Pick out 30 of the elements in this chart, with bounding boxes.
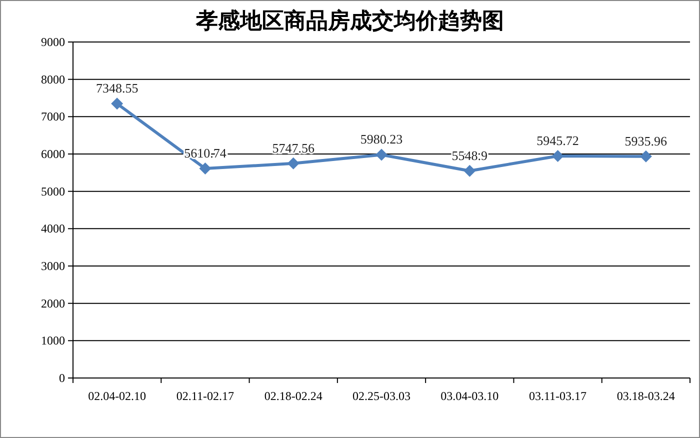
point — [552, 150, 564, 162]
point — [287, 157, 300, 170]
y-tick-label: 2000 — [41, 296, 65, 310]
y-tick-label: 3000 — [41, 259, 65, 273]
y-tick-label: 4000 — [41, 222, 65, 236]
data-label: 5935.96 — [624, 133, 668, 148]
y-tick-label: 6000 — [41, 147, 65, 161]
y-tick-label: 5000 — [41, 184, 65, 198]
point — [464, 164, 476, 177]
point — [640, 150, 652, 162]
x-tick-label: 03.04-03.10 — [440, 389, 499, 403]
x-tick-label: 02.25-03.03 — [352, 389, 410, 403]
data-label: 7348.55 — [96, 80, 138, 96]
y-tick-label: 7000 — [41, 110, 65, 124]
point — [199, 162, 212, 175]
y-tick-label: 8000 — [41, 72, 65, 86]
y-tick-label: 0 — [59, 371, 65, 385]
data-label: 5945.72 — [536, 133, 579, 148]
chart-title: 孝感地区商品房成交均价趋势图 — [195, 8, 504, 34]
x-tick-label: 03.11-03.17 — [529, 389, 587, 403]
y-tick-label: 9000 — [41, 35, 65, 49]
point — [111, 98, 124, 110]
x-tick-label: 02.04-02.10 — [88, 389, 146, 403]
point — [376, 148, 388, 161]
x-tick-label: 02.11-02.17 — [176, 389, 234, 403]
data-label: 5747.56 — [272, 140, 315, 156]
data-label: 5980.23 — [360, 132, 403, 147]
x-tick-label: 02.18-02.24 — [264, 389, 322, 403]
x-tick-label: 03.18-03.24 — [616, 389, 675, 403]
y-tick-label: 1000 — [41, 334, 65, 348]
